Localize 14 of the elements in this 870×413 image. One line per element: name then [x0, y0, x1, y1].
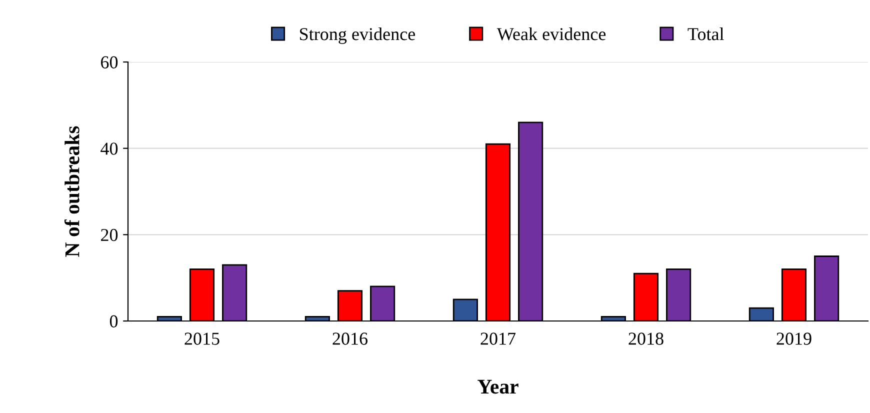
y-tick-label: 60 [101, 56, 118, 68]
x-tick-label: 2018 [628, 332, 664, 345]
x-tick-label: 2016 [332, 332, 368, 345]
x-tick-label: 2017 [480, 332, 516, 345]
y-tick-label: 0 [110, 315, 118, 328]
x-axis-title: Year [478, 380, 518, 394]
x-tick-label: 2015 [184, 332, 220, 345]
y-axis-title: N of outbreaks [64, 126, 80, 257]
legend-label: Weak evidence [496, 28, 606, 40]
legend-label: Total [688, 28, 724, 40]
x-tick-label: 2019 [776, 332, 812, 345]
y-tick-label: 20 [101, 228, 118, 242]
y-tick-label: 40 [100, 142, 118, 155]
legend-label: Strong evidence [300, 28, 415, 44]
